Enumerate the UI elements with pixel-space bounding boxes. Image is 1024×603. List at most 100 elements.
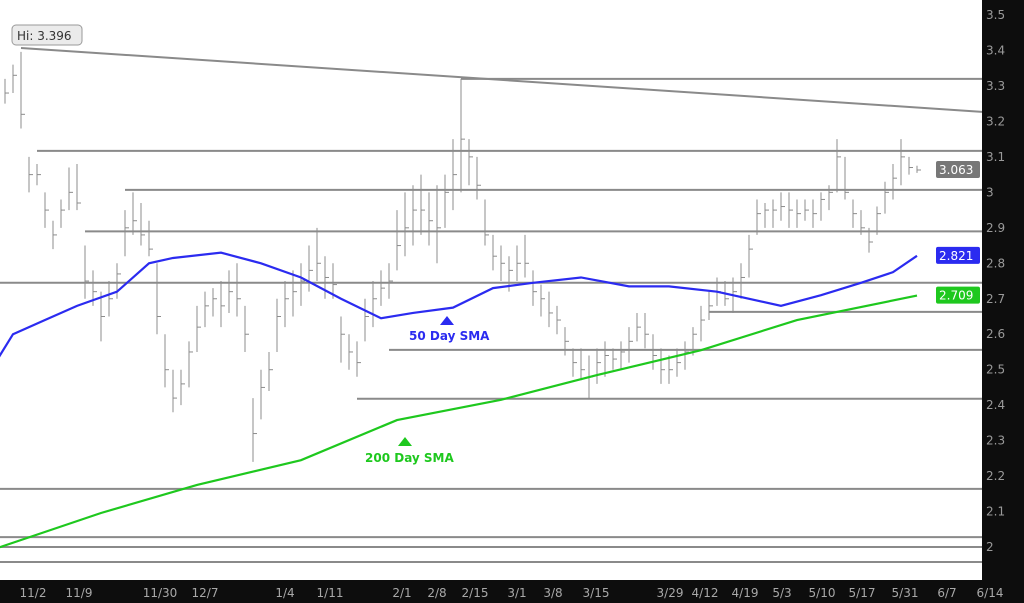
price-bar [372,281,377,328]
svg-text:2.709: 2.709 [939,289,973,303]
price-bar [484,199,489,246]
price-bar [364,298,369,342]
price-bar [900,139,905,186]
price-bar [708,291,713,321]
price-bar [156,263,161,335]
y-tick-label: 2 [986,540,994,554]
sma-line [0,251,918,358]
price-bar [252,398,257,462]
price-bar [892,163,897,200]
price-bar [188,341,193,388]
price-bar [36,163,41,186]
price-bar [404,192,409,257]
price-bar [492,234,497,271]
y-tick-label: 2.3 [986,434,1005,448]
x-tick-label: 5/31 [892,586,919,600]
price-bar [420,174,425,235]
y-tick-label: 3.5 [986,8,1005,22]
price-bar [220,281,225,328]
y-tick-label: 2.1 [986,505,1005,519]
x-tick-label: 1/11 [317,586,344,600]
price-bar [804,199,809,221]
price-bar [436,185,441,264]
price-bar [148,220,153,257]
x-tick-label: 5/10 [809,586,836,600]
high-callout: Hi: 3.396 [11,24,83,46]
price-bar [636,312,641,342]
svg-text:2.821: 2.821 [939,249,973,263]
price-bar [132,192,137,235]
price-bar [292,270,297,317]
x-tick-label: 5/3 [772,586,791,600]
x-tick-label: 3/29 [657,586,684,600]
price-bar [516,245,521,282]
price-bar [20,51,25,129]
x-tick-label: 5/17 [849,586,876,600]
moving-averages [0,251,918,549]
price-bar [476,156,481,200]
price-bar [140,202,145,246]
price-bar [212,288,217,317]
x-tick-label: 1/4 [275,586,294,600]
price-bar [884,181,889,214]
sma200-badge: 2.709 [936,286,980,304]
price-bar [692,327,697,356]
price-bar [116,263,121,299]
price-bar [228,270,233,313]
y-tick-label: 3.4 [986,43,1005,57]
y-tick-label: 2.9 [986,221,1005,235]
x-tick-label: 11/2 [20,586,47,600]
x-axis: 11/2 11/9 11/30 12/7 1/4 1/11 2/1 2/8 2/15 3/1 3/8… [0,580,1024,603]
price-bar [52,220,57,250]
price-bar [468,139,473,186]
x-tick-label: 11/30 [143,586,178,600]
y-tick-label: 2.6 [986,327,1005,341]
price-bar [740,263,745,299]
x-tick-label: 2/1 [392,586,411,600]
price-bar [316,227,321,282]
y-axis: 3.5 3.4 3.3 3.2 3.1 3 2.9 2.8 2.7 2.6 2.5 2.4 2.3 2.2… [982,0,1024,603]
price-bar [12,64,17,94]
horizontal-levels [0,46,983,563]
price-bar [180,369,185,406]
price-bar [324,256,329,299]
sma200-annotation: 200 Day SMA [365,437,455,465]
y-tick-label: 2.7 [986,292,1005,306]
price-bar [68,167,73,211]
triangle-up-icon [440,316,454,325]
y-tick-label: 2.5 [986,363,1005,377]
price-bar [604,341,609,377]
price-bar [556,305,561,335]
y-tick-label: 3.2 [986,114,1005,128]
price-bar [460,78,465,193]
x-tick-label: 3/15 [583,586,610,600]
price-bar [300,263,305,306]
price-bar [916,165,921,173]
sma50-badge: 2.821 [936,246,980,264]
price-bar [44,192,49,228]
svg-text:3.063: 3.063 [939,163,973,177]
x-tick-label: 3/1 [507,586,526,600]
price-bar [500,245,505,282]
y-tick-label: 3 [986,185,994,199]
price-bar [836,139,841,193]
price-bar [828,185,833,211]
price-bar [772,199,777,228]
x-tick-label: 2/8 [427,586,446,600]
price-bar [452,139,457,211]
price-bar [908,156,913,175]
triangle-up-icon [398,437,412,446]
price-bar [268,351,273,391]
price-bar [4,78,9,104]
sma200-label: 200 Day SMA [365,451,455,465]
y-tick-label: 3.3 [986,79,1005,93]
price-bar [84,245,89,299]
y-tick-label: 3.1 [986,150,1005,164]
trendline [20,46,983,113]
price-bar [668,355,673,384]
price-bar [596,348,601,384]
price-bar [332,263,337,299]
price-bar [700,305,705,342]
x-tick-label: 6/14 [977,586,1004,600]
